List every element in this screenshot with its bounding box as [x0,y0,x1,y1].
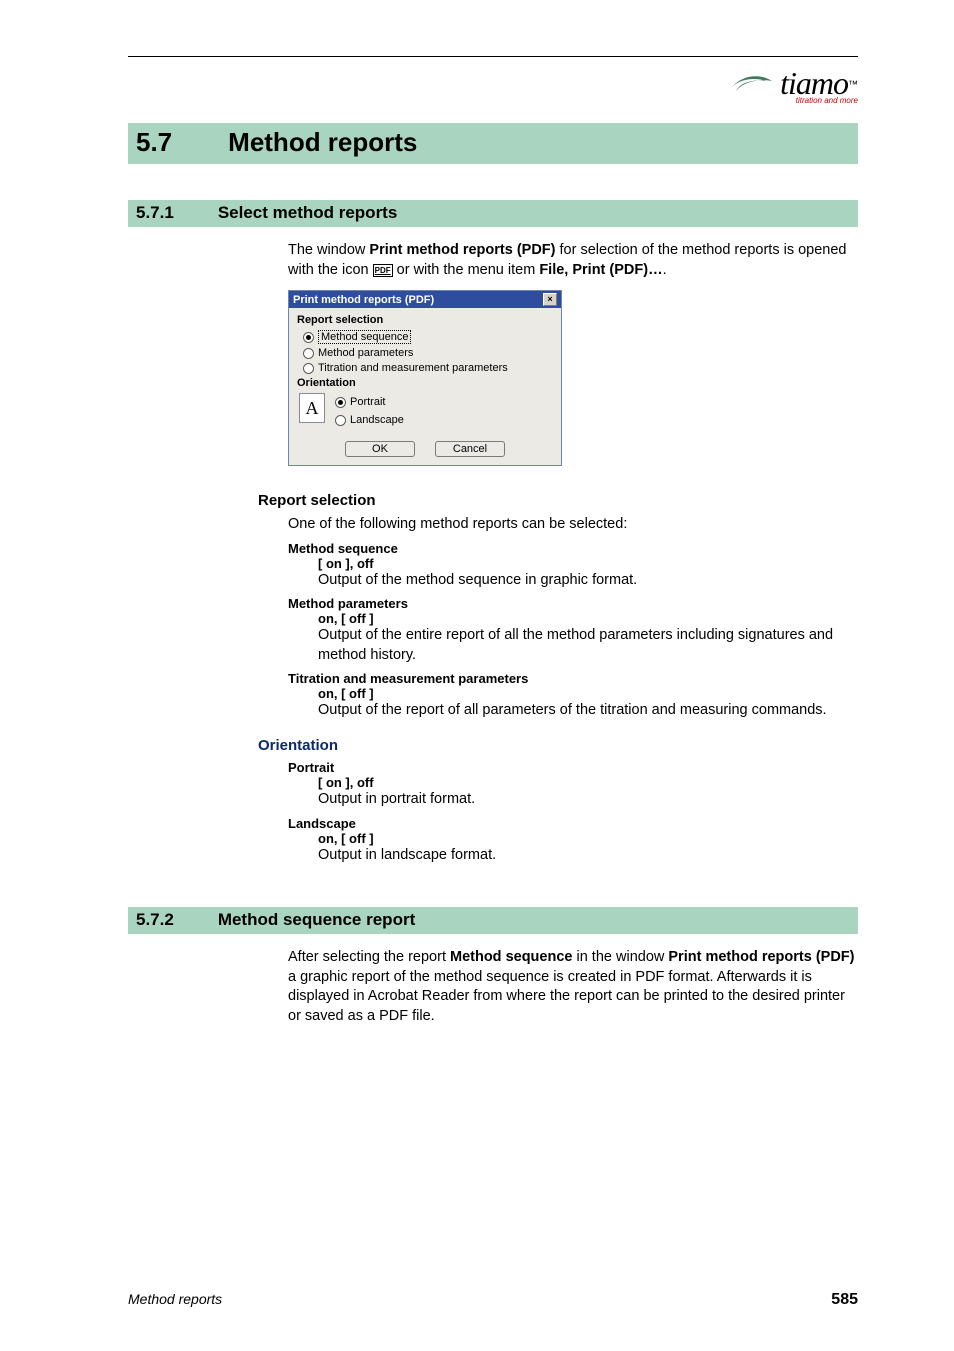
term-titration-parameters: Titration and measurement parameters [288,671,858,686]
section-5-7-1-body: The window Print method reports (PDF) fo… [288,241,858,865]
radio-method-sequence[interactable]: Method sequence [303,330,553,344]
radio-icon [335,397,346,408]
report-selection-lead: One of the following method reports can … [288,515,858,535]
section-5-7-2-header: 5.7.2 Method sequence report [128,907,858,934]
radio-titration-parameters[interactable]: Titration and measurement parameters [303,362,553,374]
desc-landscape: Output in landscape format. [318,846,858,866]
page-footer: Method reports 585 [128,1291,858,1309]
logo-swoosh-icon [730,69,774,99]
radio-label: Method sequence [318,330,411,344]
radio-label: Portrait [350,396,385,408]
group-orientation: Orientation [297,377,553,389]
sec2-text-c: in the window [572,949,668,965]
radio-label: Titration and measurement parameters [318,362,508,374]
radio-icon [303,332,314,343]
desc-titration-parameters: Output of the report of all parameters o… [318,701,858,721]
intro-bold-b: Print method reports (PDF) [369,242,555,258]
term-method-parameters: Method parameters [288,596,858,611]
desc-method-parameters: Output of the entire report of all the m… [318,626,858,665]
footer-page-number: 585 [831,1291,858,1309]
sec2-bold-b: Method sequence [450,949,572,965]
section-5-7-1-header: 5.7.1 Select method reports [128,200,858,227]
radio-icon [335,415,346,426]
state-method-sequence: [ on ], off [318,556,858,571]
term-landscape: Landscape [288,816,858,831]
section-5-7-header: 5.7 Method reports [128,123,858,164]
radio-landscape[interactable]: Landscape [335,414,404,426]
sec2-text-a: After selecting the report [288,949,450,965]
term-method-sequence: Method sequence [288,541,858,556]
subsection-number: 5.7.1 [136,203,174,223]
desc-method-sequence: Output of the method sequence in graphic… [318,571,858,591]
dialog-body: Report selection Method sequence Method … [289,308,561,465]
logo-row: tiamo™ titration and more [128,65,858,105]
intro-paragraph: The window Print method reports (PDF) fo… [288,241,858,280]
dialog-buttons: OK Cancel [297,441,553,457]
intro-text-a: The window [288,242,369,258]
section-title: Method reports [228,127,417,158]
subsection-number: 5.7.2 [136,910,174,930]
dialog-title-text: Print method reports (PDF) [293,294,434,306]
print-dialog: Print method reports (PDF) × Report sele… [288,290,562,466]
orientation-row: A Portrait Landscape [299,393,553,429]
radio-label: Landscape [350,414,404,426]
orientation-preview-icon: A [299,393,325,423]
logo-subtitle: titration and more [796,96,858,105]
state-method-parameters: on, [ off ] [318,611,858,626]
group-report-selection: Report selection [297,314,553,326]
radio-label: Method parameters [318,347,413,359]
state-portrait: [ on ], off [318,775,858,790]
radio-method-parameters[interactable]: Method parameters [303,347,553,359]
intro-bold-e: File, Print (PDF)… [539,262,662,278]
intro-text-f: . [663,262,667,278]
sec2-text-e: a graphic report of the method sequence … [288,969,845,1024]
sec2-bold-d: Print method reports (PDF) [668,949,854,965]
radio-icon [303,363,314,374]
heading-orientation: Orientation [258,737,858,754]
top-rule [128,56,858,57]
state-landscape: on, [ off ] [318,831,858,846]
sec2-paragraph: After selecting the report Method sequen… [288,948,858,1026]
logo-block: tiamo™ titration and more [730,65,858,105]
section-number: 5.7 [136,127,172,158]
subsection-title: Method sequence report [218,910,415,930]
heading-report-selection: Report selection [258,492,858,509]
cancel-button[interactable]: Cancel [435,441,505,457]
close-icon[interactable]: × [543,293,557,306]
pdf-icon: PDF [373,264,393,277]
radio-icon [303,348,314,359]
dialog-titlebar: Print method reports (PDF) × [289,291,561,308]
subsection-title: Select method reports [218,203,398,223]
state-titration-parameters: on, [ off ] [318,686,858,701]
ok-button[interactable]: OK [345,441,415,457]
term-portrait: Portrait [288,760,858,775]
logo-tm: ™ [848,80,858,91]
footer-left: Method reports [128,1291,222,1307]
radio-portrait[interactable]: Portrait [335,396,404,408]
desc-portrait: Output in portrait format. [318,790,858,810]
section-5-7-2-body: After selecting the report Method sequen… [288,948,858,1026]
intro-text-d: or with the menu item [393,262,540,278]
